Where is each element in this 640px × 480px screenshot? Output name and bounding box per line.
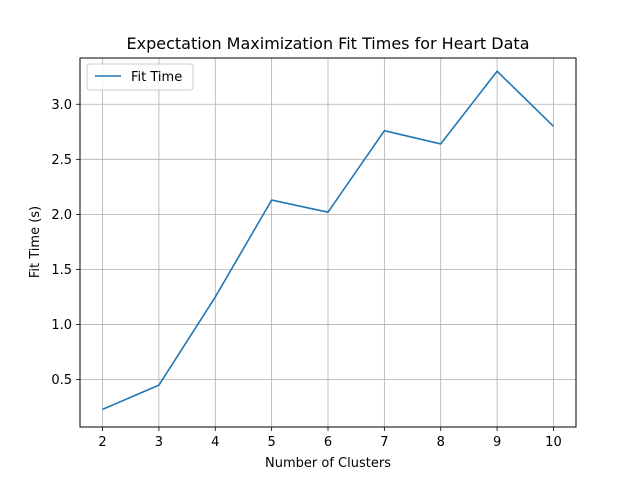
y-tick-label: 1.0 [51, 318, 72, 333]
legend-label-fit-time: Fit Time [131, 70, 182, 85]
x-tick-label: 6 [324, 435, 332, 450]
y-tick-label: 0.5 [51, 373, 72, 388]
x-tick-label: 3 [155, 435, 163, 450]
x-tick-label: 2 [98, 435, 106, 450]
x-tick-label: 8 [437, 435, 445, 450]
series-line-fit-time [102, 70, 555, 411]
legend: Fit Time [86, 63, 194, 91]
chart-title: Expectation Maximization Fit Times for H… [126, 34, 529, 53]
y-axis-ticks: 0.5 1.0 1.5 2.0 2.5 3.0 [51, 98, 80, 388]
y-tick-label: 2.5 [51, 153, 72, 168]
x-axis-ticks: 2 3 4 5 6 7 8 9 10 [98, 427, 562, 450]
x-tick-label: 10 [545, 435, 562, 450]
x-tick-label: 5 [267, 435, 275, 450]
series-layer [102, 70, 555, 411]
legend-box [86, 63, 194, 91]
y-tick-label: 1.5 [51, 263, 72, 278]
x-axis-label: Number of Clusters [265, 456, 391, 471]
grid [80, 58, 576, 427]
y-axis-label: Fit Time (s) [28, 206, 43, 278]
x-tick-label: 7 [380, 435, 388, 450]
x-tick-label: 4 [211, 435, 219, 450]
x-tick-label: 9 [493, 435, 501, 450]
y-tick-label: 2.0 [51, 208, 72, 223]
y-tick-label: 3.0 [51, 98, 72, 113]
